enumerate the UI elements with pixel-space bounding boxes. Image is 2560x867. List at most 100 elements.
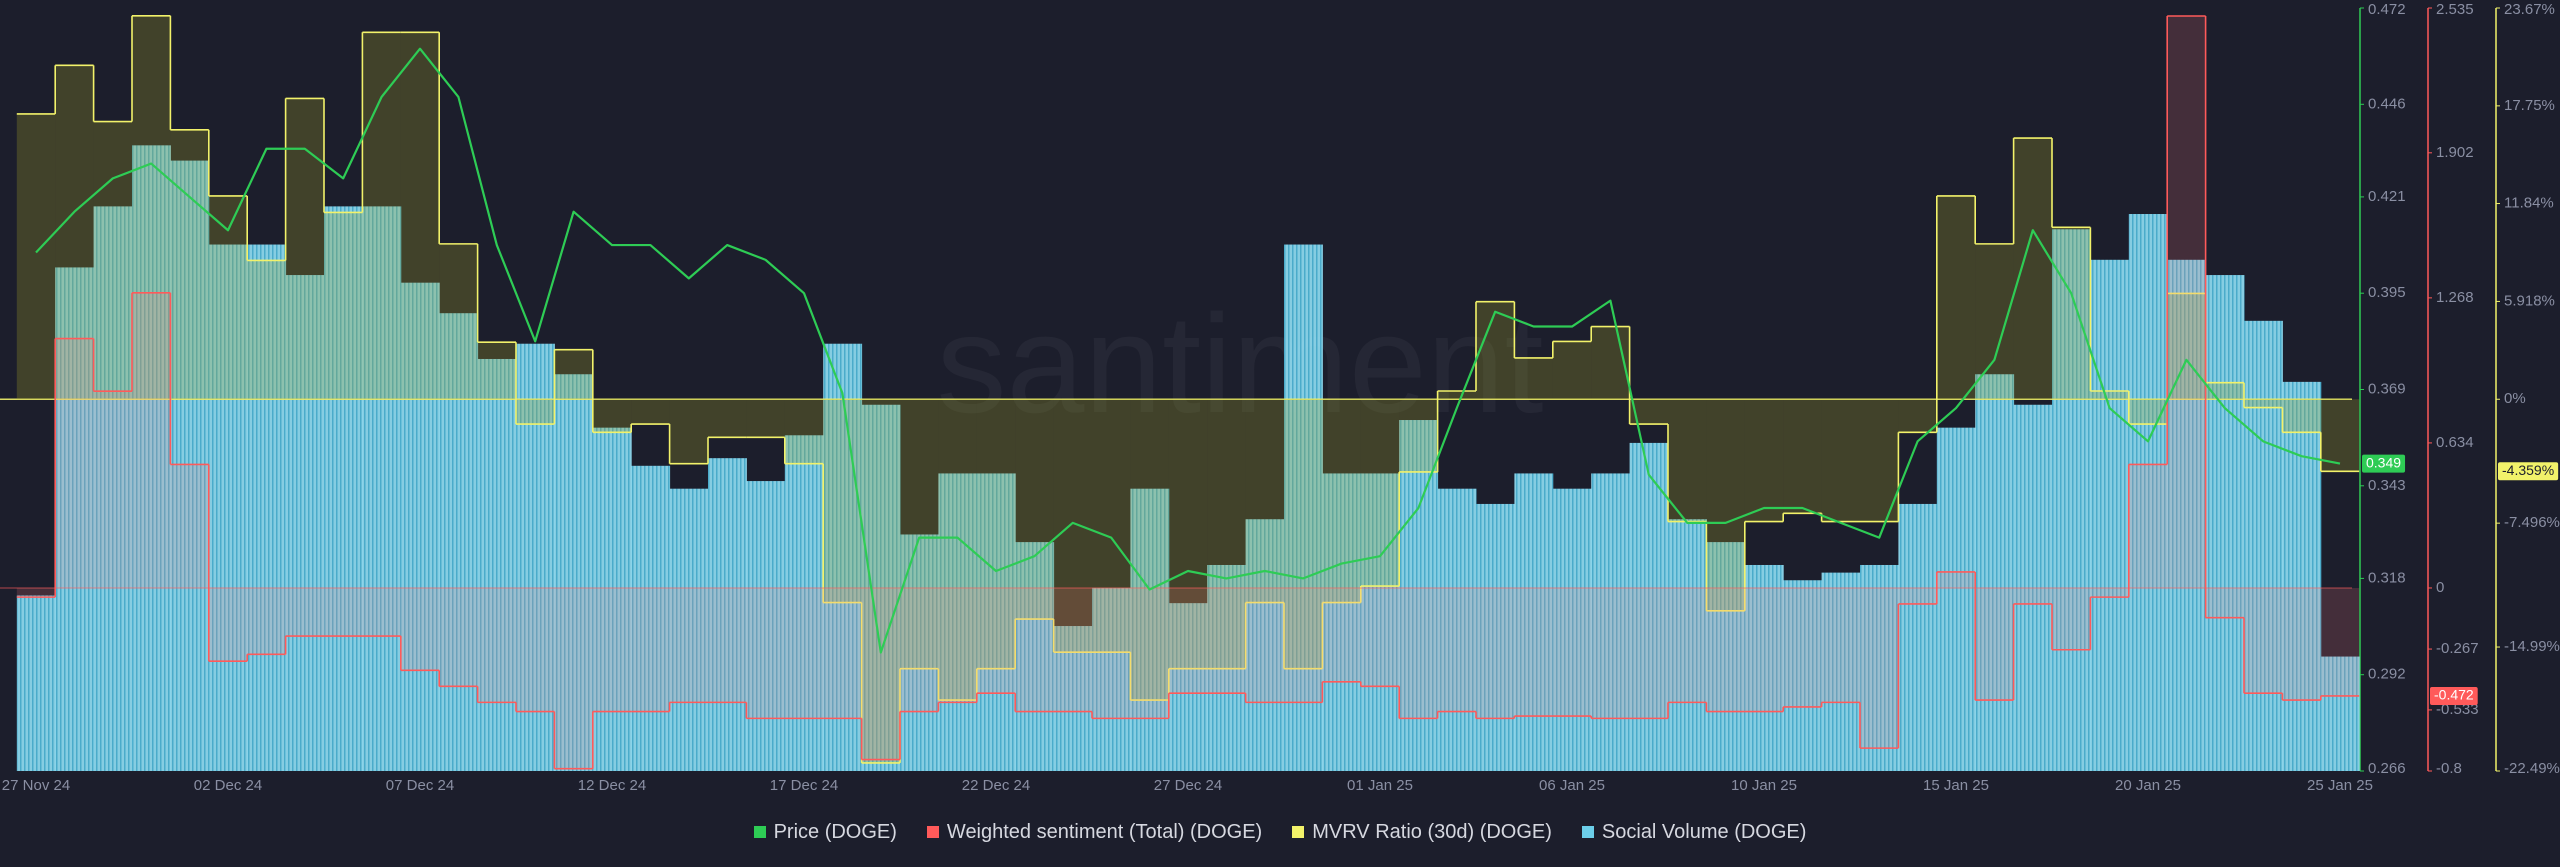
step-area xyxy=(1476,301,1515,400)
legend-item[interactable]: Price (DOGE) xyxy=(753,820,897,844)
y-tick-label: 0.318 xyxy=(2368,569,2406,586)
step-area xyxy=(324,212,363,400)
legend-item[interactable]: Social Volume (DOGE) xyxy=(1581,821,1806,844)
y-tick-label: 1.268 xyxy=(2436,289,2474,306)
y-tick-label: 0.472 xyxy=(2368,1,2406,18)
step-area xyxy=(1629,587,1668,719)
step-area xyxy=(631,587,670,712)
step-area xyxy=(2167,293,2206,400)
step-area xyxy=(708,587,747,703)
chart: santiment 0.472 0.446 0.421 0.395 0.369 0.343… xyxy=(0,1,2560,794)
step-area xyxy=(439,243,478,400)
y-tick-label: 0.446 xyxy=(2368,95,2406,112)
social-volume-bar xyxy=(247,244,287,771)
step-area xyxy=(1860,587,1899,749)
step-area xyxy=(208,587,248,662)
step-area xyxy=(285,587,324,637)
step-area xyxy=(170,129,209,400)
step-area xyxy=(2090,587,2129,598)
social-volume-bar xyxy=(1437,488,1477,771)
step-area xyxy=(900,399,939,669)
y-tick-label: 0.266 xyxy=(2368,760,2406,777)
step-area xyxy=(1092,399,1131,653)
step-area xyxy=(1476,587,1515,719)
legend-label: Price (DOGE) xyxy=(773,820,897,843)
current-value-badge xyxy=(2362,454,2406,473)
x-tick-label: 12 Dec 24 xyxy=(578,777,646,794)
social-volume-bar xyxy=(1399,420,1439,771)
step-area xyxy=(592,587,632,712)
watermark: santiment xyxy=(937,285,1544,442)
step-area xyxy=(247,587,286,655)
social-volume-bar xyxy=(2167,259,2207,771)
social-volume-bar xyxy=(2320,656,2360,771)
step-area xyxy=(2320,587,2360,696)
step-area xyxy=(554,587,593,769)
step-area xyxy=(1284,399,1323,669)
step-area xyxy=(2167,16,2206,588)
social-volume-bar xyxy=(16,595,56,771)
y-tick-label: -0.8 xyxy=(2436,760,2462,777)
social-volume-bar xyxy=(1092,587,1131,771)
step-area xyxy=(324,587,363,637)
step-area xyxy=(55,65,94,400)
step-area xyxy=(1706,587,1745,712)
step-area xyxy=(477,342,516,400)
legend-item[interactable]: MVRV Ratio (30d) (DOGE) xyxy=(1292,821,1552,844)
x-tick-label: 25 Jan 25 xyxy=(2307,777,2373,794)
step-area xyxy=(1399,587,1438,719)
step-area xyxy=(1322,587,1361,682)
social-volume-bar xyxy=(746,481,786,771)
legend-item[interactable]: Weighted sentiment (Total) (DOGE) xyxy=(926,820,1263,844)
step-area xyxy=(746,587,785,719)
step-area xyxy=(938,587,977,703)
step-area xyxy=(1015,587,1054,712)
social-volume-bar xyxy=(1744,564,1784,771)
step-area xyxy=(208,195,248,400)
step-area xyxy=(1322,399,1361,603)
price-line xyxy=(35,47,2341,654)
social-volume-bar xyxy=(1706,542,1746,771)
y-tick-label: 0% xyxy=(2504,390,2526,407)
step-area xyxy=(1245,587,1284,703)
social-volume-bar xyxy=(1322,473,1362,771)
legend-swatch xyxy=(1581,826,1594,838)
step-area xyxy=(400,32,440,400)
social-volume-bar xyxy=(2244,320,2283,771)
step-area xyxy=(746,399,785,438)
step-area xyxy=(708,399,747,438)
step-area xyxy=(1245,399,1284,603)
social-volume-bar xyxy=(1015,542,1055,771)
x-tick-label: 22 Dec 24 xyxy=(962,777,1030,794)
x-tick-label: 27 Dec 24 xyxy=(1154,777,1222,794)
social-volume-bar xyxy=(516,343,555,771)
y-tick-label: 17.75% xyxy=(2504,97,2555,114)
x-tick-label: 02 Dec 24 xyxy=(194,777,262,794)
social-volume-bar xyxy=(1284,244,1323,771)
step-area xyxy=(132,292,171,588)
social-volume-bar xyxy=(170,160,210,772)
legend-label: Weighted sentiment (Total) (DOGE) xyxy=(946,820,1263,843)
step-area xyxy=(93,121,132,400)
y-tick-label: 2.535 xyxy=(2436,1,2474,18)
x-tick-label: 10 Jan 25 xyxy=(1731,777,1797,794)
step-area xyxy=(1399,399,1438,472)
step-area xyxy=(1668,587,1707,703)
step-area xyxy=(93,391,132,588)
current-value-label: -4.359% xyxy=(2502,462,2554,478)
step-area xyxy=(247,260,286,400)
step-area xyxy=(2205,587,2244,618)
social-volume-bar xyxy=(439,313,479,771)
social-volume-bar xyxy=(1053,626,1093,771)
y-tick-label: 0.421 xyxy=(2368,188,2406,205)
social-volume-bar xyxy=(285,275,325,771)
social-volume-bar xyxy=(823,343,863,771)
social-volume-bar xyxy=(132,145,171,772)
y-tick-label: 0.369 xyxy=(2368,380,2406,397)
step-area xyxy=(1668,399,1707,522)
step-area xyxy=(900,587,939,712)
y-tick-label: -7.496% xyxy=(2504,514,2560,531)
step-area xyxy=(132,15,171,400)
social-volume-bar xyxy=(2128,214,2168,771)
